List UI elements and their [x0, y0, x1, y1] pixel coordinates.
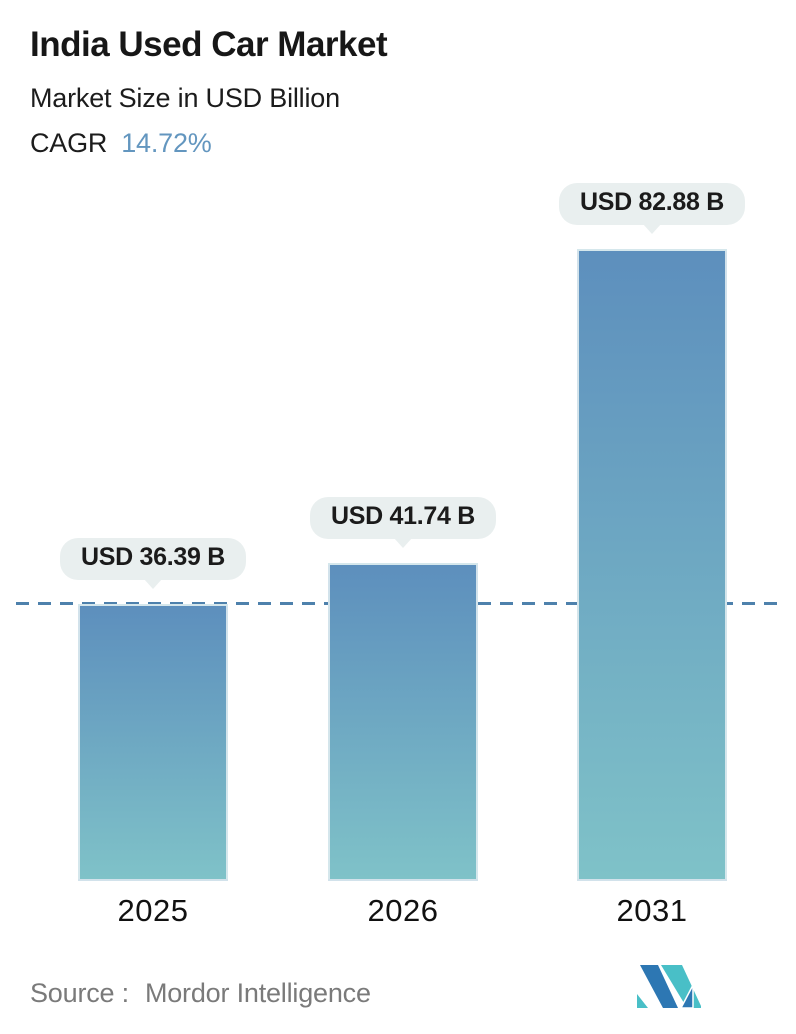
- bar-column-2031: USD 82.88 B: [559, 0, 745, 881]
- bar-column-2025: USD 36.39 B: [60, 0, 246, 881]
- source-attribution: Source : Mordor Intelligence: [30, 978, 371, 1009]
- source-value: Mordor Intelligence: [144, 978, 371, 1008]
- value-bubble-2026: USD 41.74 B: [310, 496, 496, 539]
- page-title: India Used Car Market: [30, 25, 388, 64]
- logo-blue-right-triangle: [680, 984, 694, 1008]
- x-axis-label-2026: 2026: [367, 893, 439, 928]
- chart-header: India Used Car Market Market Size in USD…: [30, 25, 388, 159]
- logo-teal-corner-triangle: [637, 994, 648, 1008]
- bar-2031: [577, 249, 727, 881]
- source-label: Source :: [30, 978, 129, 1008]
- cagr-row: CAGR 14.72%: [30, 128, 387, 159]
- mordor-intelligence-logo: [637, 965, 701, 1008]
- x-axis-label-2025: 2025: [117, 893, 189, 928]
- cagr-value: 14.72%: [121, 127, 212, 158]
- bar-2026: [328, 562, 478, 881]
- bar-chart-plot: USD 36.39 B USD 41.74 B USD 82.88 B: [0, 0, 796, 881]
- value-bubble-2025: USD 36.39 B: [60, 537, 246, 580]
- x-axis-label-2031: 2031: [616, 893, 688, 928]
- bar-2025: [78, 603, 228, 881]
- cagr-label: CAGR: [30, 127, 108, 158]
- logo-blue-diagonal-band: [640, 965, 678, 1008]
- bar-column-2026: USD 41.74 B: [310, 0, 496, 881]
- chart-subtitle: Market Size in USD Billion: [30, 82, 340, 113]
- value-bubble-2031: USD 82.88 B: [559, 183, 745, 225]
